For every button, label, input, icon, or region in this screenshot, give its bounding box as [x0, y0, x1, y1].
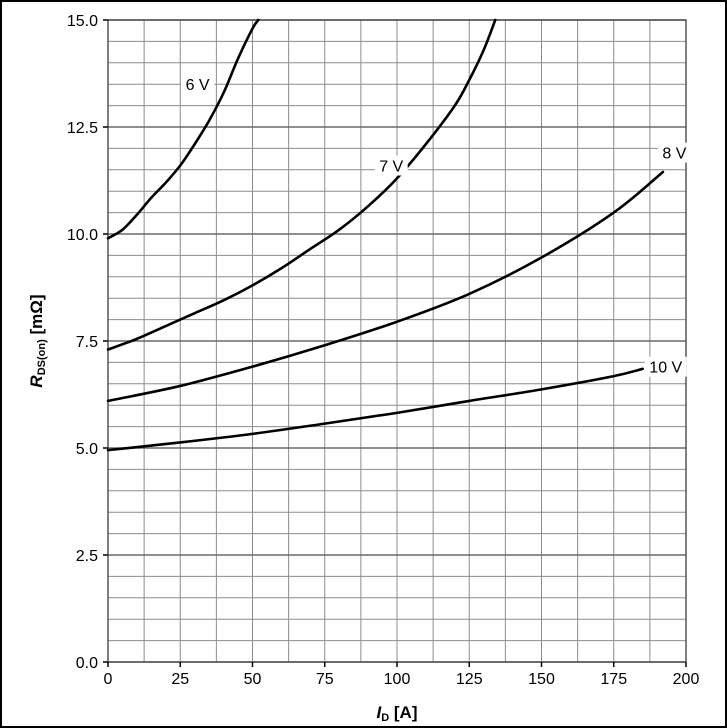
y-tick-label: 15.0	[67, 13, 98, 30]
x-axis-subscript: D	[381, 712, 389, 724]
y-axis-symbol: R	[27, 375, 46, 388]
y-axis-unit: [mΩ]	[27, 294, 46, 339]
curve-labels: 6 V 7 V 8 V 10 V	[181, 74, 691, 377]
y-tick-label: 7.5	[76, 334, 98, 351]
series-group	[106, 18, 665, 452]
y-tick-label: 0.0	[76, 655, 98, 672]
curve-label-bg	[657, 142, 691, 163]
curve-label-bg	[644, 356, 687, 377]
curve-label-3: 8 V	[662, 146, 686, 163]
curve-label-1: 6 V	[186, 77, 210, 94]
tick-labels: 0 25 50 75 100 125 150 175 200 0.0 2.5 5.0 7.5 10.0 12…	[67, 13, 700, 688]
series-line-4	[106, 367, 644, 452]
y-tick-label: 5.0	[76, 441, 98, 458]
curve-label-2: 7 V	[379, 159, 403, 176]
curve-label-4: 10 V	[649, 360, 682, 377]
x-axis-symbol: I	[376, 703, 382, 722]
x-axis-unit: [A]	[389, 703, 417, 722]
x-tick-label: 100	[384, 671, 411, 688]
x-tick-label: 25	[171, 671, 189, 688]
y-tick-label: 10.0	[67, 227, 98, 244]
x-tick-label: 175	[600, 671, 627, 688]
x-tick-label: 200	[673, 671, 700, 688]
y-axis-title: RDS(on) [mΩ]	[27, 294, 48, 387]
x-tick-label: 125	[456, 671, 483, 688]
y-tick-label: 12.5	[67, 120, 98, 137]
y-tick-label: 2.5	[76, 548, 98, 565]
x-tick-label: 50	[244, 671, 262, 688]
curve-label-bg	[181, 74, 215, 95]
x-tick-label: 0	[104, 671, 113, 688]
x-axis-title: ID [A]	[376, 703, 417, 724]
x-tick-label: 75	[316, 671, 334, 688]
series-line-3	[106, 170, 665, 403]
x-tick-label: 150	[528, 671, 555, 688]
series-line-2	[106, 18, 497, 351]
curve-label-bg	[374, 155, 408, 176]
series-line-1	[106, 18, 260, 240]
y-axis-subscript: DS(on)	[36, 339, 48, 375]
